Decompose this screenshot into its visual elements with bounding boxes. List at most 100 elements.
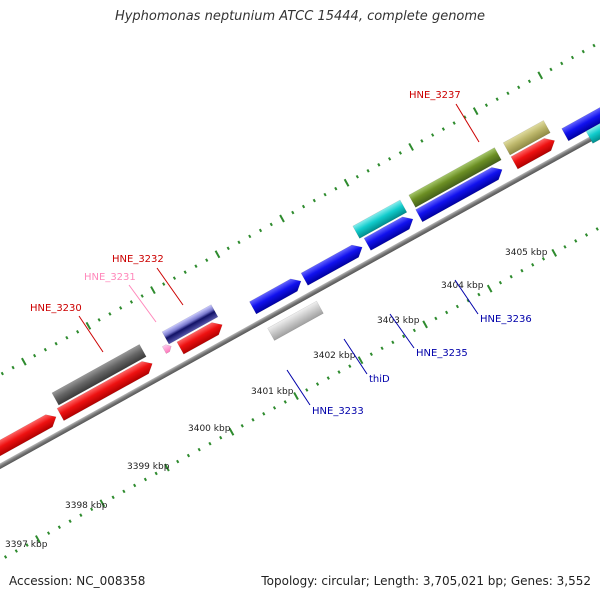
ruler-tick [32, 353, 37, 358]
ruler-tick [208, 441, 212, 446]
gene-label: HNE_3233 [312, 406, 364, 417]
ruler-tick [129, 300, 134, 304]
ruler-tick [262, 412, 266, 416]
ruler-label: 3398 kbp [65, 501, 108, 511]
ruler-tick [122, 489, 126, 494]
gene-arrow-outer [51, 344, 147, 406]
gene-labels: HNE_3230 HNE_3231 HNE_3232 HNE_3233 thiD HNE_… [30, 90, 532, 417]
ruler-tick [452, 121, 456, 125]
ruler-tick [431, 133, 435, 137]
ruler-tick [219, 435, 223, 440]
ruler-tick [76, 329, 80, 334]
page-title: Hyphomonas neptunium ATCC 15444, complet… [114, 9, 486, 24]
ruler-tick [251, 418, 255, 422]
topology-text: Topology: circular; Length: 3,705,021 bp… [261, 574, 591, 588]
ruler-tick [509, 274, 513, 279]
ruler-tick [133, 483, 137, 488]
ruler-tick [560, 61, 564, 66]
ruler-tick [420, 139, 424, 143]
ruler-tick [506, 91, 510, 96]
ruler-tick [68, 519, 72, 523]
ruler-tick [334, 186, 338, 191]
ruler-tick [527, 79, 532, 84]
ruler-tick [293, 391, 299, 400]
gene-arrow-forward [176, 322, 223, 355]
gene-label-leader [156, 267, 184, 306]
ruler-tick [541, 257, 546, 261]
ruler-tick [14, 549, 18, 553]
ruler-tick [323, 192, 327, 197]
gene-label-leader [286, 369, 311, 406]
gene-label-leader [343, 338, 368, 375]
ruler-tick [57, 525, 61, 529]
ruler-label: 3400 kbp [188, 424, 231, 434]
ruler-tick [3, 555, 8, 559]
ruler-tick [35, 535, 41, 544]
ruler-tick [301, 204, 306, 209]
ruler-tick [412, 328, 416, 333]
ruler-tick [54, 341, 58, 346]
ruler-tick [214, 250, 221, 259]
gene-label-leader [455, 103, 480, 143]
ruler-labels: 3397 kbp 3398 kbp 3399 kbp 3400 kbp 3401 kbp… [5, 248, 548, 550]
ruler-tick [520, 268, 524, 273]
ruler-tick [537, 71, 544, 80]
ruler-tick [258, 228, 263, 233]
ruler-tick [90, 507, 94, 512]
ruler-tick [357, 356, 364, 365]
ruler-tick [226, 246, 230, 251]
gene-arrow-outer [352, 199, 408, 239]
ruler-tick [272, 406, 277, 410]
ruler-tick [495, 97, 499, 102]
ruler-group [0, 43, 599, 559]
gene-label-leader [78, 315, 104, 353]
ruler-tick [183, 270, 187, 274]
ruler-tick [43, 347, 47, 352]
ruler-tick [150, 286, 156, 295]
ruler-tick [46, 531, 51, 535]
ruler-tick [194, 264, 198, 268]
ruler-tick [111, 495, 115, 500]
ruler-tick [85, 321, 92, 330]
ruler-tick [348, 364, 352, 368]
ruler-tick [477, 292, 481, 297]
ruler-tick [408, 142, 414, 151]
gene-arrow-forward [415, 167, 503, 223]
ruler-tick [388, 157, 392, 161]
accession-text: Accession: NC_008358 [9, 574, 146, 588]
ruler-tick [279, 214, 285, 223]
ruler-tick [154, 471, 158, 476]
gene-label: thiD [369, 374, 390, 385]
ruler-tick [584, 233, 589, 237]
ruler-tick [343, 178, 350, 187]
ruler-tick [398, 151, 402, 155]
genome-backbone [0, 89, 600, 511]
ruler-tick [79, 513, 83, 518]
ruler-tick [463, 115, 467, 119]
ruler-tick [11, 365, 15, 370]
ruler-tick [99, 499, 106, 508]
ruler-tick [369, 352, 373, 357]
ruler-tick [162, 282, 166, 286]
gene-arrow-outer [502, 120, 551, 156]
ruler-tick [391, 340, 395, 345]
ruler-tick [312, 198, 316, 203]
ruler-label: 3402 kbp [313, 351, 356, 361]
ruler-tick [563, 245, 567, 249]
ruler-tick [486, 284, 493, 293]
gene-arrow-forward [561, 99, 600, 142]
ruler-tick [484, 103, 489, 107]
ruler-tick [164, 463, 170, 472]
ruler-tick [108, 312, 112, 316]
ruler-tick [140, 294, 144, 298]
ruler-tick [595, 227, 599, 231]
gene-arrow-forward [585, 101, 600, 144]
ruler-tick [337, 370, 341, 374]
ruler-tick [315, 382, 320, 386]
gene-label-leader [389, 313, 415, 349]
ruler-tick [240, 423, 244, 428]
ruler-tick [237, 240, 241, 245]
ruler-tick [291, 210, 295, 215]
ruler-tick [97, 318, 101, 322]
ruler-tick [472, 107, 479, 116]
